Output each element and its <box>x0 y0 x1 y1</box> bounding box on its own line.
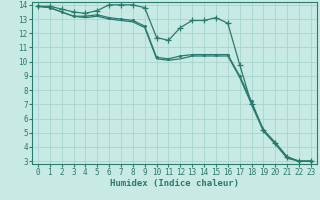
X-axis label: Humidex (Indice chaleur): Humidex (Indice chaleur) <box>110 179 239 188</box>
